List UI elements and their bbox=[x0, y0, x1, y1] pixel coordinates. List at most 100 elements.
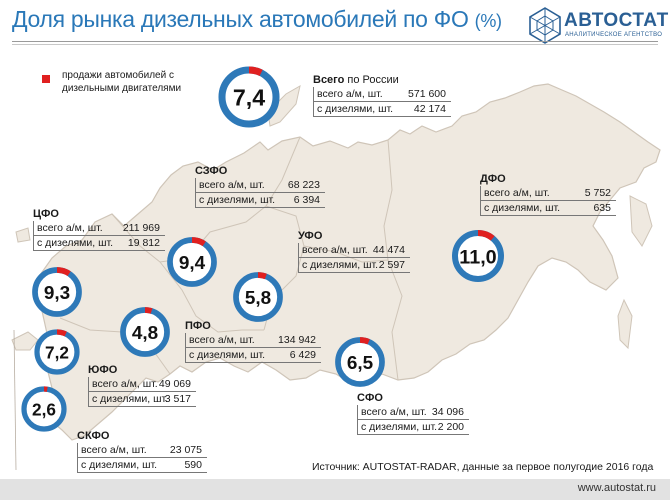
row-label: всего а/м, шт. bbox=[199, 179, 265, 191]
district-border-pfo bbox=[159, 261, 264, 333]
district-name-total: Всего по России bbox=[313, 74, 399, 86]
row-diesel-cfo: с дизелями, шт. 19 812 bbox=[33, 236, 165, 251]
kaliningrad bbox=[15, 227, 31, 243]
row-total-sfo: всего а/м, шт. 34 096 bbox=[357, 405, 469, 420]
row-label: с дизелями, шт. bbox=[37, 237, 114, 249]
row-value: 590 bbox=[184, 459, 202, 471]
row-diesel-dfo: с дизелями, шт. 635 bbox=[480, 201, 616, 216]
row-total-pfo: всего а/м, шт. 134 942 bbox=[185, 333, 321, 348]
logo-emblem-icon bbox=[529, 7, 561, 44]
row-value: 2 200 bbox=[437, 421, 464, 433]
district-table-yufo: ЮФО всего а/м, шт. 49 069 с дизелями, шт. 3 … bbox=[88, 363, 196, 407]
row-value: 19 812 bbox=[127, 237, 160, 249]
district-table-szfo: СЗФО всего а/м, шт. 68 223 с дизелями, шт. 6… bbox=[195, 164, 325, 208]
logo-name: АВТОСТАТ bbox=[564, 10, 669, 31]
row-label: всего а/м, шт. bbox=[37, 222, 103, 234]
district-name-skfo: СКФО bbox=[77, 430, 110, 442]
gauge-label-dfo: 11,0 bbox=[459, 246, 496, 268]
row-label: всего а/м, шт. bbox=[484, 187, 550, 199]
row-diesel-pfo: с дизелями, шт. 6 429 bbox=[185, 348, 321, 363]
gauge-label-ufo_ural: 5,8 bbox=[245, 288, 271, 309]
gauge-label-szfo: 9,4 bbox=[179, 253, 206, 274]
gauge-arc-yufo bbox=[56, 329, 67, 337]
district-name-ufo_ural: УФО bbox=[298, 230, 323, 242]
gauge-total: 7,4 bbox=[218, 66, 280, 128]
row-label: всего а/м, шт. bbox=[361, 406, 427, 418]
gauge-label-cfo: 9,3 bbox=[44, 283, 70, 304]
gauge-sfo: 6,5 bbox=[335, 337, 385, 387]
gauge-arc-sfo bbox=[359, 337, 370, 345]
gauge-szfo: 9,4 bbox=[167, 237, 217, 287]
gauge-dfo: 11,0 bbox=[452, 230, 504, 282]
district-name-szfo: СЗФО bbox=[195, 165, 228, 177]
gauge-cfo: 9,3 bbox=[32, 267, 82, 317]
row-label: с дизелями, шт. bbox=[317, 103, 394, 115]
row-label: всего а/м, шт. bbox=[92, 378, 158, 390]
row-label: всего а/м, шт. bbox=[302, 244, 368, 256]
gauge-arc-dfo bbox=[477, 230, 495, 241]
row-total-total: всего а/м, шт. 571 600 bbox=[313, 87, 451, 102]
row-value: 23 075 bbox=[169, 444, 202, 456]
district-name-pfo: ПФО bbox=[185, 320, 211, 332]
gauge-arc-pfo bbox=[144, 307, 153, 314]
district-table-ufo_ural: УФО всего а/м, шт. 44 474 с дизелями, шт. 2 … bbox=[298, 229, 410, 273]
row-total-szfo: всего а/м, шт. 68 223 bbox=[195, 178, 325, 193]
title-divider-secondary bbox=[12, 44, 658, 45]
row-total-yufo: всего а/м, шт. 49 069 bbox=[88, 377, 196, 392]
novaya-zemlya bbox=[267, 85, 301, 127]
gauge-arc-szfo bbox=[191, 237, 206, 247]
row-diesel-skfo: с дизелями, шт. 590 bbox=[77, 458, 207, 473]
row-value: 44 474 bbox=[372, 244, 405, 256]
gauge-label-pfo: 4,8 bbox=[132, 323, 158, 344]
leader-line-south bbox=[13, 329, 17, 471]
site-url: www.autostat.ru bbox=[577, 482, 656, 494]
chart-title-text: Доля рынка дизельных автомобилей по ФО bbox=[12, 6, 469, 32]
gauge-ufo_ural: 5,8 bbox=[233, 272, 283, 322]
row-diesel-ufo_ural: с дизелями, шт. 2 597 bbox=[298, 258, 410, 273]
crimea bbox=[11, 331, 39, 351]
district-name-rest: по России bbox=[344, 74, 399, 86]
chart-title-unit: (%) bbox=[474, 11, 502, 31]
gauge-pfo: 4,8 bbox=[120, 307, 170, 357]
district-name-cfo: ЦФО bbox=[33, 208, 59, 220]
row-total-skfo: всего а/м, шт. 23 075 bbox=[77, 443, 207, 458]
row-label: с дизелями, шт. bbox=[302, 259, 379, 271]
legend-text: продажи автомобилей с дизельными двигате… bbox=[62, 70, 182, 94]
autostat-logo: АВТОСТАТ АНАЛИТИЧЕСКОЕ АГЕНТСТВО bbox=[528, 4, 669, 46]
gauge-label-sfo: 6,5 bbox=[347, 353, 373, 374]
row-total-ufo_ural: всего а/м, шт. 44 474 bbox=[298, 243, 410, 258]
row-label: с дизелями, шт. bbox=[81, 459, 158, 471]
gauge-arc-ufo_ural bbox=[257, 272, 267, 280]
row-label: с дизелями, шт. bbox=[361, 421, 438, 433]
district-table-sfo: СФО всего а/м, шт. 34 096 с дизелями, шт. 2 … bbox=[357, 391, 469, 435]
row-label: с дизелями, шт. bbox=[189, 349, 266, 361]
row-value: 5 752 bbox=[584, 187, 611, 199]
gauge-skfo: 2,6 bbox=[21, 386, 67, 432]
gauge-label-skfo: 2,6 bbox=[32, 399, 56, 419]
district-table-total: Всего по России всего а/м, шт. 571 600 с ди… bbox=[313, 73, 451, 117]
district-border-szfo bbox=[111, 136, 301, 263]
district-border-dfo bbox=[383, 139, 393, 261]
source-note: Источник: AUTOSTAT-RADAR, данные за перв… bbox=[312, 461, 654, 473]
sakhalin-island bbox=[617, 298, 633, 350]
chart-title: Доля рынка дизельных автомобилей по ФО (… bbox=[12, 6, 502, 33]
row-value: 635 bbox=[593, 202, 611, 214]
row-total-dfo: всего а/м, шт. 5 752 bbox=[480, 186, 616, 201]
row-diesel-sfo: с дизелями, шт. 2 200 bbox=[357, 420, 469, 435]
gauge-label-yufo: 7,2 bbox=[45, 342, 69, 362]
gauge-yufo: 7,2 bbox=[34, 329, 80, 375]
row-value: 68 223 bbox=[287, 179, 320, 191]
row-value: 42 174 bbox=[413, 103, 446, 115]
row-label: с дизелями, шт. bbox=[92, 393, 169, 405]
title-divider bbox=[12, 41, 658, 42]
district-table-cfo: ЦФО всего а/м, шт. 211 969 с дизелями, шт. 1… bbox=[33, 207, 165, 251]
row-diesel-total: с дизелями, шт. 42 174 bbox=[313, 102, 451, 117]
kamchatka-peninsula bbox=[629, 195, 653, 247]
footer-bar: www.autostat.ru bbox=[0, 479, 670, 500]
gauge-arc-cfo bbox=[56, 267, 71, 277]
gauge-arc-total bbox=[248, 66, 263, 77]
row-label: всего а/м, шт. bbox=[189, 334, 255, 346]
row-label: с дизелями, шт. bbox=[199, 194, 276, 206]
row-value: 2 597 bbox=[378, 259, 405, 271]
